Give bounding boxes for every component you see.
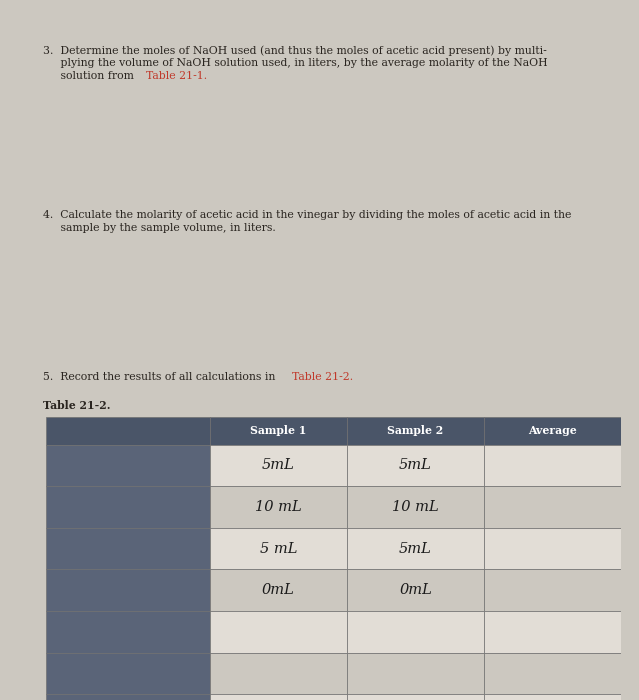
Bar <box>46 444 210 486</box>
Text: 5 mL: 5 mL <box>259 542 297 556</box>
Bar <box>210 611 347 652</box>
Text: Table 21-2.: Table 21-2. <box>292 372 353 382</box>
Text: 5mL: 5mL <box>399 542 432 556</box>
Text: 4.  Calculate the molarity of acetic acid in the vinegar by dividing the moles o: 4. Calculate the molarity of acetic acid… <box>43 210 571 220</box>
Text: Table 21-2.: Table 21-2. <box>43 400 111 412</box>
Bar <box>46 528 210 570</box>
Bar <box>484 528 621 570</box>
Bar <box>484 486 621 528</box>
Bar <box>210 570 347 611</box>
Bar <box>484 444 621 486</box>
Text: Table 21-1.: Table 21-1. <box>146 71 207 80</box>
Bar <box>46 694 210 700</box>
Bar <box>46 570 210 611</box>
Text: 0mL: 0mL <box>262 583 295 597</box>
Text: sample by the sample volume, in liters.: sample by the sample volume, in liters. <box>43 223 275 232</box>
Text: 10 mL: 10 mL <box>392 500 439 514</box>
Text: 10 mL: 10 mL <box>255 500 302 514</box>
Bar <box>347 694 484 700</box>
Text: 3.  Determine the moles of NaOH used (and thus the moles of acetic acid present): 3. Determine the moles of NaOH used (and… <box>43 46 546 56</box>
Bar <box>210 444 347 486</box>
Text: 5.  Record the results of all calculations in: 5. Record the results of all calculation… <box>43 372 279 382</box>
Bar <box>210 416 347 444</box>
Text: solution from: solution from <box>43 71 137 80</box>
Bar <box>210 486 347 528</box>
Text: Average: Average <box>528 425 577 436</box>
Bar <box>347 416 484 444</box>
Bar <box>46 416 210 444</box>
Bar <box>210 652 347 694</box>
Text: Sample 1: Sample 1 <box>250 425 307 436</box>
Bar <box>347 486 484 528</box>
Text: Sample 2: Sample 2 <box>387 425 443 436</box>
Bar <box>347 611 484 652</box>
Bar <box>46 611 210 652</box>
Bar <box>347 444 484 486</box>
Text: plying the volume of NaOH solution used, in liters, by the average molarity of t: plying the volume of NaOH solution used,… <box>43 58 548 68</box>
Bar <box>484 652 621 694</box>
Bar <box>46 652 210 694</box>
Text: 0mL: 0mL <box>399 583 432 597</box>
Bar <box>484 694 621 700</box>
Bar <box>210 528 347 570</box>
Text: 5mL: 5mL <box>262 458 295 472</box>
Bar <box>46 486 210 528</box>
Text: 5mL: 5mL <box>399 458 432 472</box>
Bar <box>347 570 484 611</box>
Bar <box>484 570 621 611</box>
Bar <box>484 611 621 652</box>
Bar <box>347 652 484 694</box>
Bar <box>484 416 621 444</box>
Bar <box>347 528 484 570</box>
Bar <box>210 694 347 700</box>
